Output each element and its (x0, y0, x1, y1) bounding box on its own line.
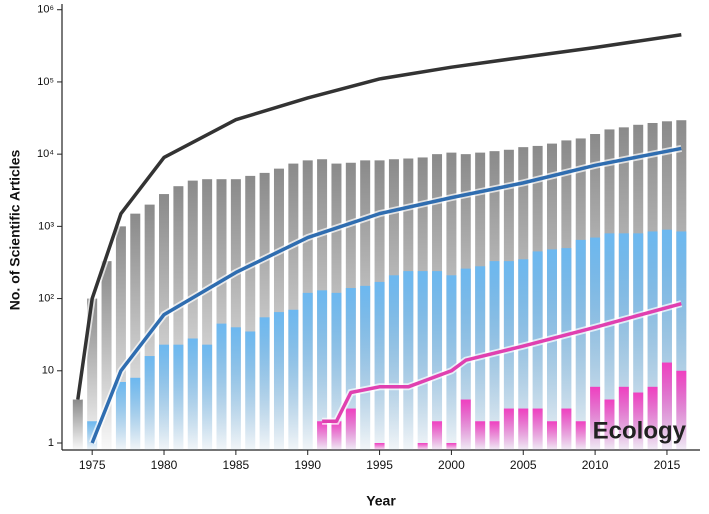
y-tick-label: 10⁴ (37, 148, 54, 160)
x-tick-label: 1975 (79, 458, 106, 472)
bar (101, 261, 112, 450)
bar (561, 248, 572, 450)
bar (360, 285, 371, 450)
bar (618, 386, 629, 450)
bar (273, 312, 284, 450)
bar (130, 377, 141, 450)
bar (618, 233, 629, 450)
bar (374, 443, 385, 450)
bar (345, 408, 356, 450)
bar (187, 180, 198, 450)
bar (230, 327, 241, 450)
bar (532, 251, 543, 450)
bar (633, 392, 644, 450)
y-tick-label: 10 (42, 365, 54, 377)
bar (130, 213, 141, 450)
x-tick-label: 1990 (294, 458, 321, 472)
bar (245, 331, 256, 450)
y-tick-label: 10² (38, 292, 54, 304)
bar (661, 362, 672, 450)
bar (417, 271, 428, 450)
bar (173, 344, 184, 450)
bar (503, 408, 514, 450)
x-axis-title: Year (366, 493, 396, 509)
y-tick-label: 10⁶ (37, 4, 54, 16)
bar (331, 292, 342, 450)
bar (575, 421, 586, 450)
bar (216, 323, 227, 450)
bar (590, 386, 601, 450)
bar (202, 179, 213, 450)
bar (647, 386, 658, 450)
bar (216, 179, 227, 450)
bar (546, 421, 557, 450)
bar (259, 317, 270, 450)
bar (288, 309, 299, 450)
bar (331, 421, 342, 450)
bar (518, 259, 529, 450)
bar (115, 226, 126, 450)
bar (317, 290, 328, 450)
bar (159, 194, 170, 450)
x-tick-label: 1995 (366, 458, 393, 472)
line (76, 33, 682, 400)
bar (432, 271, 443, 450)
x-tick-label: 2005 (510, 458, 537, 472)
bar (633, 233, 644, 450)
bar (374, 281, 385, 450)
bar (417, 443, 428, 450)
bar (144, 204, 155, 450)
y-tick-label: 10³ (38, 220, 54, 232)
bar (475, 421, 486, 450)
bar (460, 399, 471, 450)
y-tick-label: 1 (48, 437, 54, 449)
bar (676, 370, 687, 450)
bar (546, 249, 557, 450)
bar (173, 186, 184, 450)
bar (647, 231, 658, 450)
bar (144, 356, 155, 450)
line (90, 146, 682, 444)
bar (532, 408, 543, 450)
bar (187, 338, 198, 450)
bar (202, 344, 213, 450)
bar (72, 399, 83, 450)
x-tick-label: 1985 (223, 458, 250, 472)
bar (403, 271, 414, 450)
bar (273, 168, 284, 450)
bar (230, 179, 241, 450)
bar (115, 381, 126, 450)
bar (575, 239, 586, 450)
x-tick-label: 2015 (654, 458, 681, 472)
bar (259, 172, 270, 451)
bar (302, 292, 313, 450)
bar (503, 261, 514, 450)
bar (590, 237, 601, 450)
bar (432, 421, 443, 450)
x-tick-label: 2010 (582, 458, 609, 472)
y-tick-label: 10⁵ (37, 76, 54, 88)
bar (345, 288, 356, 450)
bar (561, 408, 572, 450)
bar (604, 399, 615, 450)
bar (446, 443, 457, 450)
bar (87, 298, 98, 450)
annotation: Ecology (593, 417, 687, 444)
bar (317, 421, 328, 450)
bar (676, 231, 687, 450)
bar (159, 344, 170, 450)
bar (518, 408, 529, 450)
x-tick-label: 1980 (151, 458, 178, 472)
y-axis-title: No. of Scientific Articles (7, 150, 23, 311)
bar (604, 233, 615, 450)
bar (245, 175, 256, 451)
bar (446, 275, 457, 450)
x-tick-label: 2000 (438, 458, 465, 472)
bar (288, 163, 299, 450)
line (322, 301, 682, 424)
bar (489, 421, 500, 450)
bar (661, 229, 672, 450)
bar (388, 275, 399, 450)
